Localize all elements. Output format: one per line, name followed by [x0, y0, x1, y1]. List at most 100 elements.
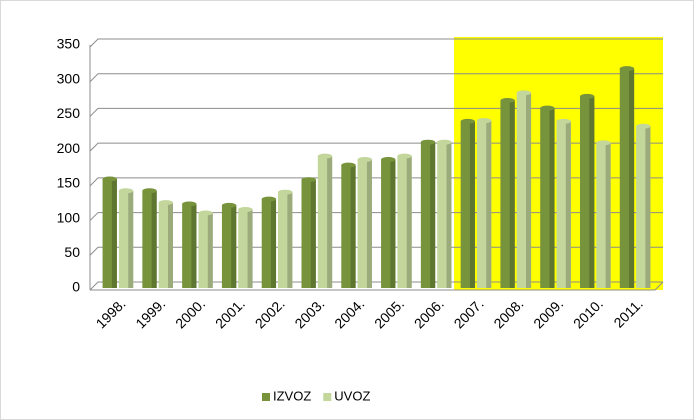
- y-tick-label: 200: [57, 140, 81, 156]
- bar-top: [476, 118, 492, 124]
- bar-top: [198, 210, 213, 216]
- bar: [182, 201, 197, 288]
- bar: [102, 176, 117, 288]
- bar-shade: [549, 108, 555, 289]
- bar: [357, 157, 372, 288]
- bar-shade: [287, 192, 293, 288]
- y-tick-label: 100: [57, 209, 81, 225]
- bar: [221, 202, 237, 288]
- bar: [476, 118, 492, 288]
- bar: [420, 139, 436, 288]
- bar-shade: [207, 213, 213, 288]
- bar-shade: [565, 121, 571, 288]
- bar-top: [540, 105, 555, 111]
- bar-top: [142, 188, 157, 194]
- bar-shade: [366, 159, 372, 288]
- bar: [381, 157, 396, 288]
- bar: [397, 153, 412, 288]
- bar-shade: [350, 165, 356, 288]
- bar-top: [102, 176, 117, 182]
- bar-shade: [629, 68, 635, 288]
- y-tick-label: 150: [57, 175, 81, 191]
- bar: [516, 90, 532, 288]
- bar-shade: [247, 209, 253, 288]
- bar: [301, 177, 316, 288]
- bar: [261, 196, 277, 288]
- bar-top: [317, 153, 333, 159]
- bar-shade: [406, 156, 412, 288]
- bar: [437, 139, 452, 288]
- bar-top: [420, 139, 436, 145]
- bar: [238, 207, 253, 288]
- bar-top: [397, 153, 412, 159]
- bar: [636, 123, 651, 288]
- bar-top: [357, 157, 372, 163]
- bar: [317, 153, 333, 288]
- grid-line: [89, 73, 663, 83]
- bar-top: [381, 157, 396, 163]
- bar-shade: [589, 96, 595, 289]
- grid-line: [89, 38, 663, 48]
- bar-shade: [151, 190, 157, 288]
- bar-top: [158, 200, 174, 206]
- bar-top: [261, 196, 277, 202]
- bar-shade: [128, 190, 134, 288]
- bar-top: [596, 140, 611, 146]
- legend-label: UVOZ: [334, 388, 370, 403]
- bar: [579, 93, 595, 289]
- y-tick-label: 50: [64, 244, 80, 260]
- bar: [198, 210, 213, 288]
- bar-top: [341, 162, 356, 168]
- bar: [540, 105, 555, 289]
- bar: [341, 162, 356, 288]
- bar-top: [182, 201, 197, 207]
- bar-shade: [167, 202, 174, 288]
- bar-top: [636, 123, 651, 129]
- bar-shade: [469, 121, 475, 288]
- bar-shade: [430, 142, 436, 288]
- bar-top: [278, 189, 293, 195]
- y-tick-label: 0: [72, 279, 80, 295]
- bar-shade: [310, 179, 316, 288]
- bar-shade: [271, 199, 277, 288]
- bar-top: [556, 118, 571, 124]
- y-tick-label: 250: [57, 105, 81, 121]
- bar-top: [301, 177, 316, 183]
- bar-shade: [486, 120, 492, 288]
- bar: [619, 66, 635, 288]
- bar: [278, 189, 293, 288]
- grid-line: [89, 107, 663, 117]
- bar: [118, 188, 134, 288]
- bar-shade: [327, 156, 333, 288]
- bar-shade: [111, 178, 117, 288]
- bar-top: [619, 66, 635, 72]
- legend-label: IZVOZ: [273, 388, 311, 403]
- bar: [500, 98, 515, 289]
- bar-shade: [231, 205, 237, 288]
- bar: [556, 118, 571, 288]
- bar-top: [238, 207, 253, 213]
- bar-top: [579, 93, 595, 99]
- bar-top: [118, 188, 134, 194]
- y-tick-label: 350: [57, 36, 81, 52]
- bar-shade: [390, 159, 396, 288]
- floor-edge: [90, 281, 664, 291]
- bar: [158, 200, 174, 288]
- bar-shade: [605, 142, 611, 288]
- bar: [596, 140, 611, 288]
- bar-shade: [526, 92, 532, 288]
- bar-top: [500, 98, 515, 104]
- bar-top: [437, 139, 452, 145]
- bar-top: [221, 202, 237, 208]
- bar-shade: [446, 142, 452, 288]
- bar-top: [460, 118, 475, 124]
- bar-shade: [191, 203, 197, 288]
- bar-top: [516, 90, 532, 96]
- legend-swatch: [323, 393, 332, 401]
- bar: [142, 188, 157, 288]
- y-tick-label: 300: [57, 70, 81, 86]
- bar-shade: [509, 100, 515, 289]
- bar-shade: [645, 126, 651, 288]
- legend-swatch: [262, 393, 270, 401]
